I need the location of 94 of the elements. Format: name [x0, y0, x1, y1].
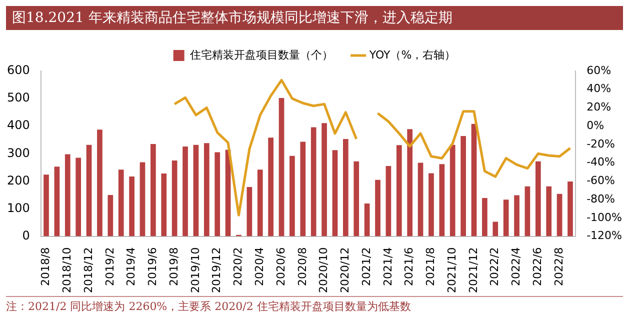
y2-tick-label: -80% [586, 192, 616, 206]
bar [97, 130, 102, 236]
bar [460, 136, 466, 236]
bar [492, 222, 498, 236]
bar [204, 143, 210, 236]
x-tick-label: 2022/2 [488, 247, 502, 286]
bar [129, 176, 134, 236]
text: 注：2021/2 同比增速为 2260%，主要系 2020/2 住宅精装开盘项目数量为低基数 [6, 299, 623, 314]
legend-label: YOY（%，右轴） [368, 48, 456, 62]
bar [535, 161, 541, 236]
x-tick-label: 2018/8 [39, 247, 52, 286]
bar [118, 170, 124, 236]
bar [396, 145, 402, 236]
x-tick-label: 2018/10 [60, 247, 74, 294]
bar [193, 144, 199, 236]
bar [268, 138, 274, 236]
y-tick-label: 400 [7, 118, 30, 132]
x-tick-label: 2019/10 [188, 247, 202, 294]
x-tick-label: 2021/6 [402, 247, 416, 286]
bar [546, 186, 552, 236]
x-tick-label: 2019/6 [146, 247, 160, 286]
bar [278, 98, 284, 236]
bar [418, 162, 424, 236]
y-tick-label: 200 [7, 173, 30, 188]
bar [332, 150, 338, 236]
x-tick-label: 2020/4 [252, 247, 266, 286]
bar [471, 124, 477, 236]
x-tick-label: 2021/2 [360, 247, 373, 286]
x-tick-label: 2020/6 [274, 247, 288, 286]
chart-title: 图18.2021 年来精装商品住宅整体市场规模同比增速下滑，进入稳定期 [6, 6, 623, 30]
x-tick-label: 2022/8 [552, 247, 566, 286]
bar [290, 156, 295, 236]
y-tick-label: 600 [7, 63, 30, 78]
bar [44, 174, 49, 236]
x-tick-label: 2019/8 [167, 247, 180, 286]
y2-tick-label: 40% [586, 82, 612, 96]
bar [54, 166, 60, 236]
y2-tick-label: 0% [586, 118, 604, 132]
bar [482, 198, 488, 236]
bar [310, 127, 316, 236]
x-tick-label: 2020/10 [317, 247, 330, 294]
bar [503, 200, 509, 236]
y2-tick-label: -60% [586, 174, 616, 188]
bar [246, 186, 252, 236]
bar [354, 161, 360, 236]
x-tick-label: 2022/6 [531, 247, 544, 286]
x-tick-label: 2021/12 [466, 247, 480, 294]
y2-tick-label: 20% [586, 100, 612, 114]
bar [86, 144, 92, 236]
bar [386, 166, 392, 236]
y-tick-label: 100 [7, 200, 30, 215]
bar [514, 195, 520, 236]
y-tick-label: 0 [22, 228, 30, 242]
x-tick-label: 2020/8 [296, 247, 309, 286]
bar [214, 152, 220, 236]
bar [182, 146, 188, 236]
y2-tick-label: -20% [586, 137, 616, 150]
x-tick-label: 2021/10 [445, 247, 458, 294]
bar [172, 160, 178, 236]
x-tick-label: 2021/4 [381, 247, 394, 286]
bar [64, 154, 70, 236]
bar [108, 194, 114, 236]
y2-tick-label: 60% [586, 64, 612, 77]
bar [428, 173, 434, 236]
bar [322, 123, 327, 236]
x-tick-label: 2021/8 [424, 247, 438, 286]
bar [257, 170, 263, 236]
bar [568, 181, 573, 236]
bar [161, 173, 167, 236]
x-tick-label: 2019/2 [103, 247, 116, 286]
bar [450, 144, 456, 236]
y-tick-label: 300 [7, 146, 30, 160]
bar [150, 144, 156, 236]
y2-tick-label: -100% [586, 210, 622, 224]
bar [556, 194, 562, 236]
x-tick-label: 2022/4 [510, 247, 523, 286]
bar [364, 204, 370, 236]
y2-tick-label: -120% [586, 229, 622, 242]
y2-tick-label: -40% [586, 156, 616, 169]
bar [407, 129, 413, 236]
bar [375, 180, 380, 236]
bar [76, 158, 82, 236]
x-tick-label: 2019/4 [124, 247, 138, 286]
bar [300, 142, 306, 236]
y-tick-label: 500 [7, 90, 30, 105]
x-tick-label: 2019/12 [210, 247, 224, 294]
bar [524, 186, 530, 236]
legend-label: 住宅精装开盘项目数量（个） [190, 48, 333, 62]
bar [343, 139, 348, 236]
x-tick-label: 2020/12 [338, 247, 352, 294]
x-tick-label: 2018/12 [82, 247, 95, 294]
bar [140, 162, 146, 236]
x-tick-label: 2020/2 [232, 247, 245, 286]
bar [439, 164, 445, 236]
